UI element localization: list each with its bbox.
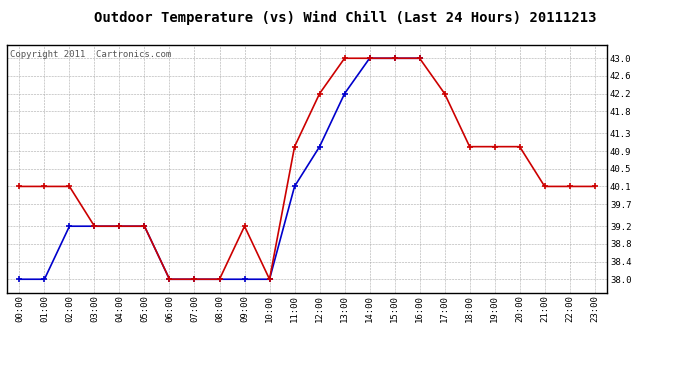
Text: Copyright 2011  Cartronics.com: Copyright 2011 Cartronics.com xyxy=(10,50,171,59)
Text: Outdoor Temperature (vs) Wind Chill (Last 24 Hours) 20111213: Outdoor Temperature (vs) Wind Chill (Las… xyxy=(94,11,596,26)
